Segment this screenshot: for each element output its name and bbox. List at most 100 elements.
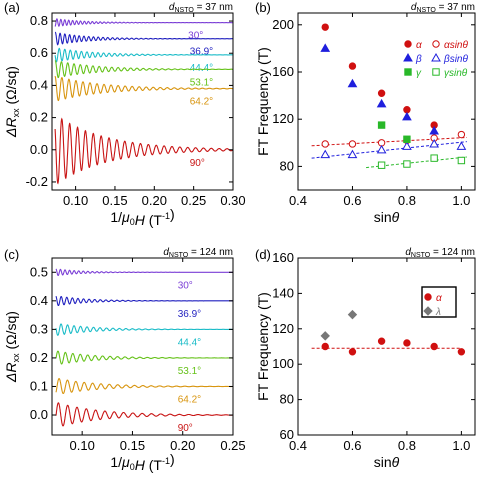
data-point	[347, 309, 358, 320]
x-tick-label: 0.15	[120, 438, 145, 453]
data-point	[432, 40, 440, 48]
plot-frame	[297, 257, 476, 436]
data-point	[424, 293, 432, 301]
y-tick-label: 0.1	[30, 378, 48, 393]
panel-header: dNSTO = 37 nm	[169, 2, 233, 14]
y-tick-label: 0.4	[30, 77, 48, 92]
y-tick-label: 0.0	[30, 407, 48, 422]
panel-a: (a) dNSTO = 37 nm 30° 36.9° 44.4° 53.1° 64.2° 9…	[3, 0, 246, 228]
data-point	[431, 52, 441, 62]
y-tick-label: 160	[272, 250, 294, 265]
series-label: 36.9°	[190, 47, 213, 58]
plot-frame	[297, 12, 476, 191]
x-tick-label: 0.15	[102, 193, 127, 208]
x-tick-label: 1.0	[452, 193, 470, 208]
series-label: 44.4°	[190, 63, 213, 74]
data-point	[457, 348, 466, 356]
y-tick-label: 160	[272, 64, 294, 79]
y-tick-label: 0.2	[30, 110, 48, 125]
panel-label: (c)	[4, 247, 19, 262]
panel-label: (b)	[255, 0, 271, 15]
panel-d: (d) dNSTO = 124 nm 0.4 0.6 0.8 1.0 60 80 100 120 1…	[255, 247, 476, 470]
series-line	[55, 402, 233, 427]
data-point	[403, 52, 413, 62]
legend-label: αsinθ	[444, 40, 468, 51]
x-tick-label: 0.6	[343, 438, 361, 453]
series-label: 30°	[178, 280, 193, 291]
legend-label: λ	[435, 307, 441, 318]
data-point	[402, 111, 412, 121]
y-tick-label: 100	[272, 356, 294, 371]
series-line	[55, 268, 233, 276]
legend-label: β	[415, 54, 422, 65]
series-label: 53.1°	[178, 366, 201, 377]
series-label: 64.2°	[178, 394, 201, 405]
y-tick-label: 80	[280, 158, 294, 173]
x-axis-label: sinθ	[374, 454, 400, 470]
data-point	[402, 141, 412, 150]
panel-label: (d)	[255, 247, 271, 262]
y-axis-label: FT Frequency (T)	[255, 292, 271, 401]
y-tick-label: 0.0	[30, 142, 48, 157]
x-tick-label: 0.8	[398, 193, 416, 208]
data-point	[320, 43, 331, 52]
series-label: 90°	[190, 158, 205, 169]
x-tick-label: 0.10	[70, 438, 95, 453]
y-tick-label: 60	[280, 427, 294, 442]
data-point	[320, 149, 331, 159]
data-point	[456, 141, 467, 150]
plot-frame	[51, 12, 234, 191]
data-point	[348, 348, 357, 356]
data-point	[321, 23, 329, 31]
data-point	[403, 339, 411, 347]
data-point	[376, 144, 387, 154]
legend-label: γ	[416, 68, 422, 79]
y-tick-label: 0.5	[30, 264, 48, 279]
data-point	[423, 306, 433, 316]
panel-header: dNSTO = 37 nm	[411, 2, 475, 14]
y-tick-label: 120	[272, 321, 294, 336]
legend-label: α	[416, 40, 422, 51]
fit-line	[311, 141, 467, 159]
y-tick-label: 80	[280, 392, 294, 407]
series-line	[54, 18, 233, 27]
x-tick-label: 0.6	[343, 193, 361, 208]
series-label: 90°	[178, 423, 193, 434]
x-tick-label: 0.25	[220, 438, 245, 453]
series-line	[55, 378, 233, 395]
y-tick-label: 0.3	[30, 321, 48, 336]
series-label: 64.2°	[190, 97, 213, 108]
x-tick-label: 0.30	[220, 193, 245, 208]
data-point	[377, 121, 386, 129]
data-point	[347, 149, 358, 159]
y-tick-label: 0.4	[30, 293, 48, 308]
series-line	[54, 60, 233, 79]
series-line	[54, 47, 233, 63]
x-axis-label: sinθ	[374, 209, 400, 225]
y-tick-label: 0.2	[30, 350, 48, 365]
series-line	[54, 31, 233, 46]
data-point	[457, 130, 466, 139]
data-point	[429, 138, 440, 148]
data-point	[321, 342, 329, 351]
series-line	[55, 323, 233, 336]
y-tick-label: 0.8	[30, 13, 48, 28]
data-point	[376, 98, 387, 108]
data-point	[320, 331, 330, 341]
data-point	[404, 68, 412, 76]
data-point	[377, 337, 386, 345]
panel-header: dNSTO = 124 nm	[163, 247, 233, 259]
y-axis-label: ΔRxx (Ω/sq)	[3, 311, 21, 383]
data-point	[432, 68, 440, 76]
series-line	[55, 296, 233, 307]
data-point	[321, 140, 329, 148]
y-tick-label: 200	[272, 17, 294, 32]
data-point	[348, 140, 357, 148]
series-label: 53.1°	[190, 77, 213, 88]
panel-label: (a)	[4, 0, 20, 15]
data-point	[429, 125, 440, 135]
panel-header: dNSTO = 124 nm	[405, 247, 475, 259]
y-tick-label: 0.6	[30, 45, 48, 60]
x-tick-label: 0.20	[142, 193, 167, 208]
